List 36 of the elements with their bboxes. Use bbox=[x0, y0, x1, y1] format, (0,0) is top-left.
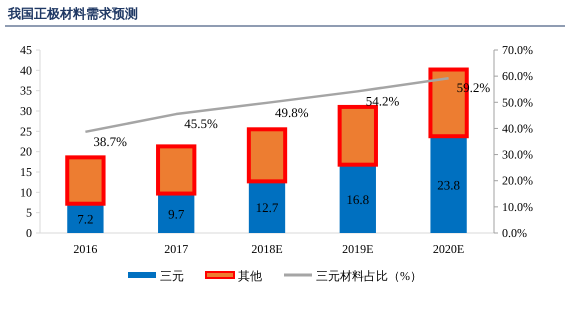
y2-tick-label: 40.0% bbox=[502, 121, 533, 136]
y2-tick-label: 10.0% bbox=[502, 200, 533, 214]
y-tick-label: 10 bbox=[20, 185, 32, 200]
y2-tick-label: 60.0% bbox=[502, 69, 533, 84]
x-tick-label: 2020E bbox=[432, 242, 464, 256]
y-tick-label: 25 bbox=[20, 124, 32, 138]
y-tick-label: 45 bbox=[20, 43, 32, 57]
data-label: 12.7 bbox=[256, 200, 279, 216]
y-tick-label: 15 bbox=[20, 165, 32, 179]
data-label: 38.7% bbox=[93, 134, 128, 149]
y2-tick-label: 50.0% bbox=[502, 95, 533, 110]
data-label: 9.7 bbox=[168, 206, 185, 222]
x-tick-label: 2017 bbox=[164, 242, 188, 256]
y-tick-label: 0 bbox=[26, 226, 32, 240]
data-label: 45.5% bbox=[184, 116, 218, 132]
y2-tick-label: 30.0% bbox=[502, 148, 533, 162]
data-label: 49.8% bbox=[275, 104, 309, 120]
y-tick-label: 40 bbox=[20, 63, 32, 78]
x-tick-label: 2016 bbox=[73, 242, 98, 256]
x-tick-label: 2018E bbox=[251, 242, 283, 256]
data-label: 23.8 bbox=[437, 178, 460, 193]
x-tick-label: 2019E bbox=[342, 242, 374, 256]
data-label: 16.8 bbox=[346, 192, 370, 207]
chart-title: 我国正极材料需求预测 bbox=[7, 6, 138, 21]
data-label: 54.2% bbox=[366, 93, 400, 108]
y2-tick-label: 70.0% bbox=[502, 43, 533, 57]
data-label: 7.2 bbox=[77, 211, 94, 226]
y2-tick-label: 20.0% bbox=[502, 174, 533, 188]
legend-label: 其他 bbox=[238, 269, 262, 283]
y-tick-label: 5 bbox=[26, 206, 32, 220]
legend-label: 三元 bbox=[160, 269, 184, 283]
y-tick-label: 35 bbox=[20, 84, 32, 98]
y2-tick-label: 0.0% bbox=[502, 226, 527, 240]
legend-label: 三元材料占比（%） bbox=[316, 269, 422, 283]
y-tick-label: 20 bbox=[20, 144, 32, 159]
y-tick-label: 30 bbox=[20, 104, 32, 118]
